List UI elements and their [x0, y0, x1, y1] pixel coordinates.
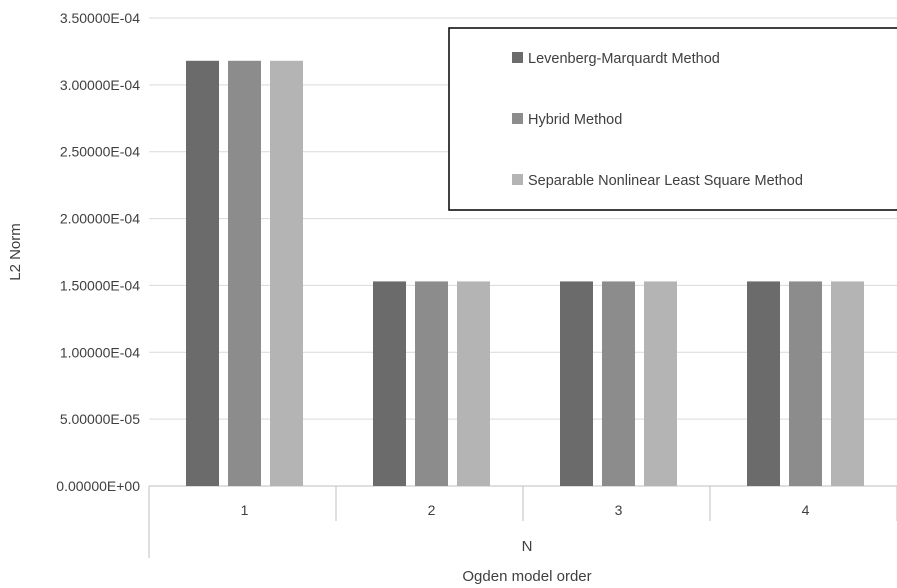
- bar: [831, 281, 864, 486]
- y-tick-label: 0.00000E+00: [56, 478, 140, 494]
- legend-label: Levenberg-Marquardt Method: [528, 51, 720, 67]
- x-tick-labels: 1 2 3 4: [241, 502, 810, 518]
- legend-box: [448, 27, 897, 211]
- bar: [228, 60, 261, 486]
- legend: Levenberg-Marquardt Method Hybrid Method S…: [448, 27, 897, 211]
- y-tick-label: 3.50000E-04: [60, 10, 140, 26]
- x-axis-title-line1: N: [522, 538, 533, 555]
- y-tick-label: 2.50000E-04: [60, 144, 140, 160]
- bar: [644, 281, 677, 486]
- x-tick-label: 1: [241, 502, 249, 518]
- bar: [415, 281, 448, 486]
- bar: [373, 281, 406, 486]
- bar: [186, 60, 219, 486]
- legend-label: Separable Nonlinear Least Square Method: [528, 173, 803, 189]
- y-tick-labels: 0.00000E+00 5.00000E-05 1.00000E-04 1.50000…: [56, 10, 140, 494]
- y-tick-label: 1.50000E-04: [60, 277, 140, 293]
- x-tick-label: 3: [615, 502, 623, 518]
- bar: [747, 281, 780, 486]
- x-tick-label: 2: [428, 502, 436, 518]
- y-tick-label: 3.00000E-04: [60, 77, 140, 93]
- legend-swatch: [512, 174, 523, 185]
- bar: [270, 60, 303, 486]
- legend-swatch: [512, 52, 523, 63]
- bar: [602, 281, 635, 486]
- bar: [789, 281, 822, 486]
- bar: [560, 281, 593, 486]
- y-tick-label: 1.00000E-04: [60, 344, 140, 360]
- y-tick-label: 5.00000E-05: [60, 411, 140, 427]
- legend-swatch: [512, 113, 523, 124]
- legend-label: Hybrid Method: [528, 112, 622, 128]
- y-axis-title: L2 Norm: [7, 223, 24, 281]
- bar: [457, 281, 490, 486]
- x-axis-title-line2: Ogden model order: [462, 568, 591, 585]
- y-tick-label: 2.00000E-04: [60, 211, 140, 227]
- x-tick-label: 4: [802, 502, 810, 518]
- bars: [186, 60, 864, 486]
